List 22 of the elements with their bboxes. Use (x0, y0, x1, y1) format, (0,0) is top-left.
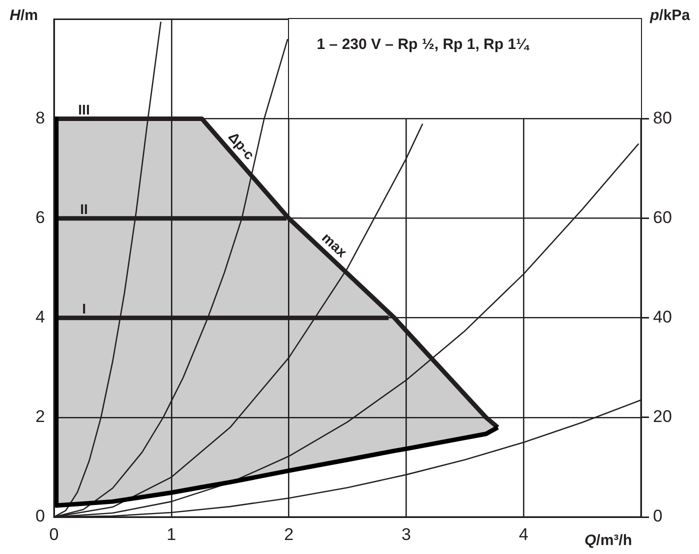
y-tick-label: 4 (36, 308, 45, 327)
y2-tick-label: 80 (653, 108, 672, 128)
y2-axis-title: p/kPa (650, 7, 690, 24)
y2-tick-label: 0 (653, 506, 662, 526)
x-tick-label: 0 (49, 524, 59, 544)
x-tick-label: 1 (166, 524, 176, 544)
y2-tick-label: 60 (653, 208, 672, 228)
y-tick-label: 2 (36, 407, 45, 426)
x-axis-title: Q/m³/h (584, 532, 632, 549)
text: 1 – 230 V – Rp ½, Rp 1, Rp 1¼ (316, 35, 529, 56)
series-label: II (80, 201, 88, 218)
y-axis-title: H/m (10, 7, 38, 24)
x-tick-label: 2 (284, 524, 294, 544)
y-tick-label: 6 (36, 208, 45, 228)
x-tick-label: 3 (401, 524, 411, 544)
y2-tick-label: 20 (653, 407, 672, 426)
y-tick-label: 0 (36, 506, 45, 526)
series-label: III (78, 102, 90, 118)
y2-tick-label: 40 (653, 308, 672, 327)
x-tick-label: 4 (518, 524, 528, 544)
y-tick-label: 8 (36, 108, 45, 128)
series-label: I (82, 300, 86, 317)
